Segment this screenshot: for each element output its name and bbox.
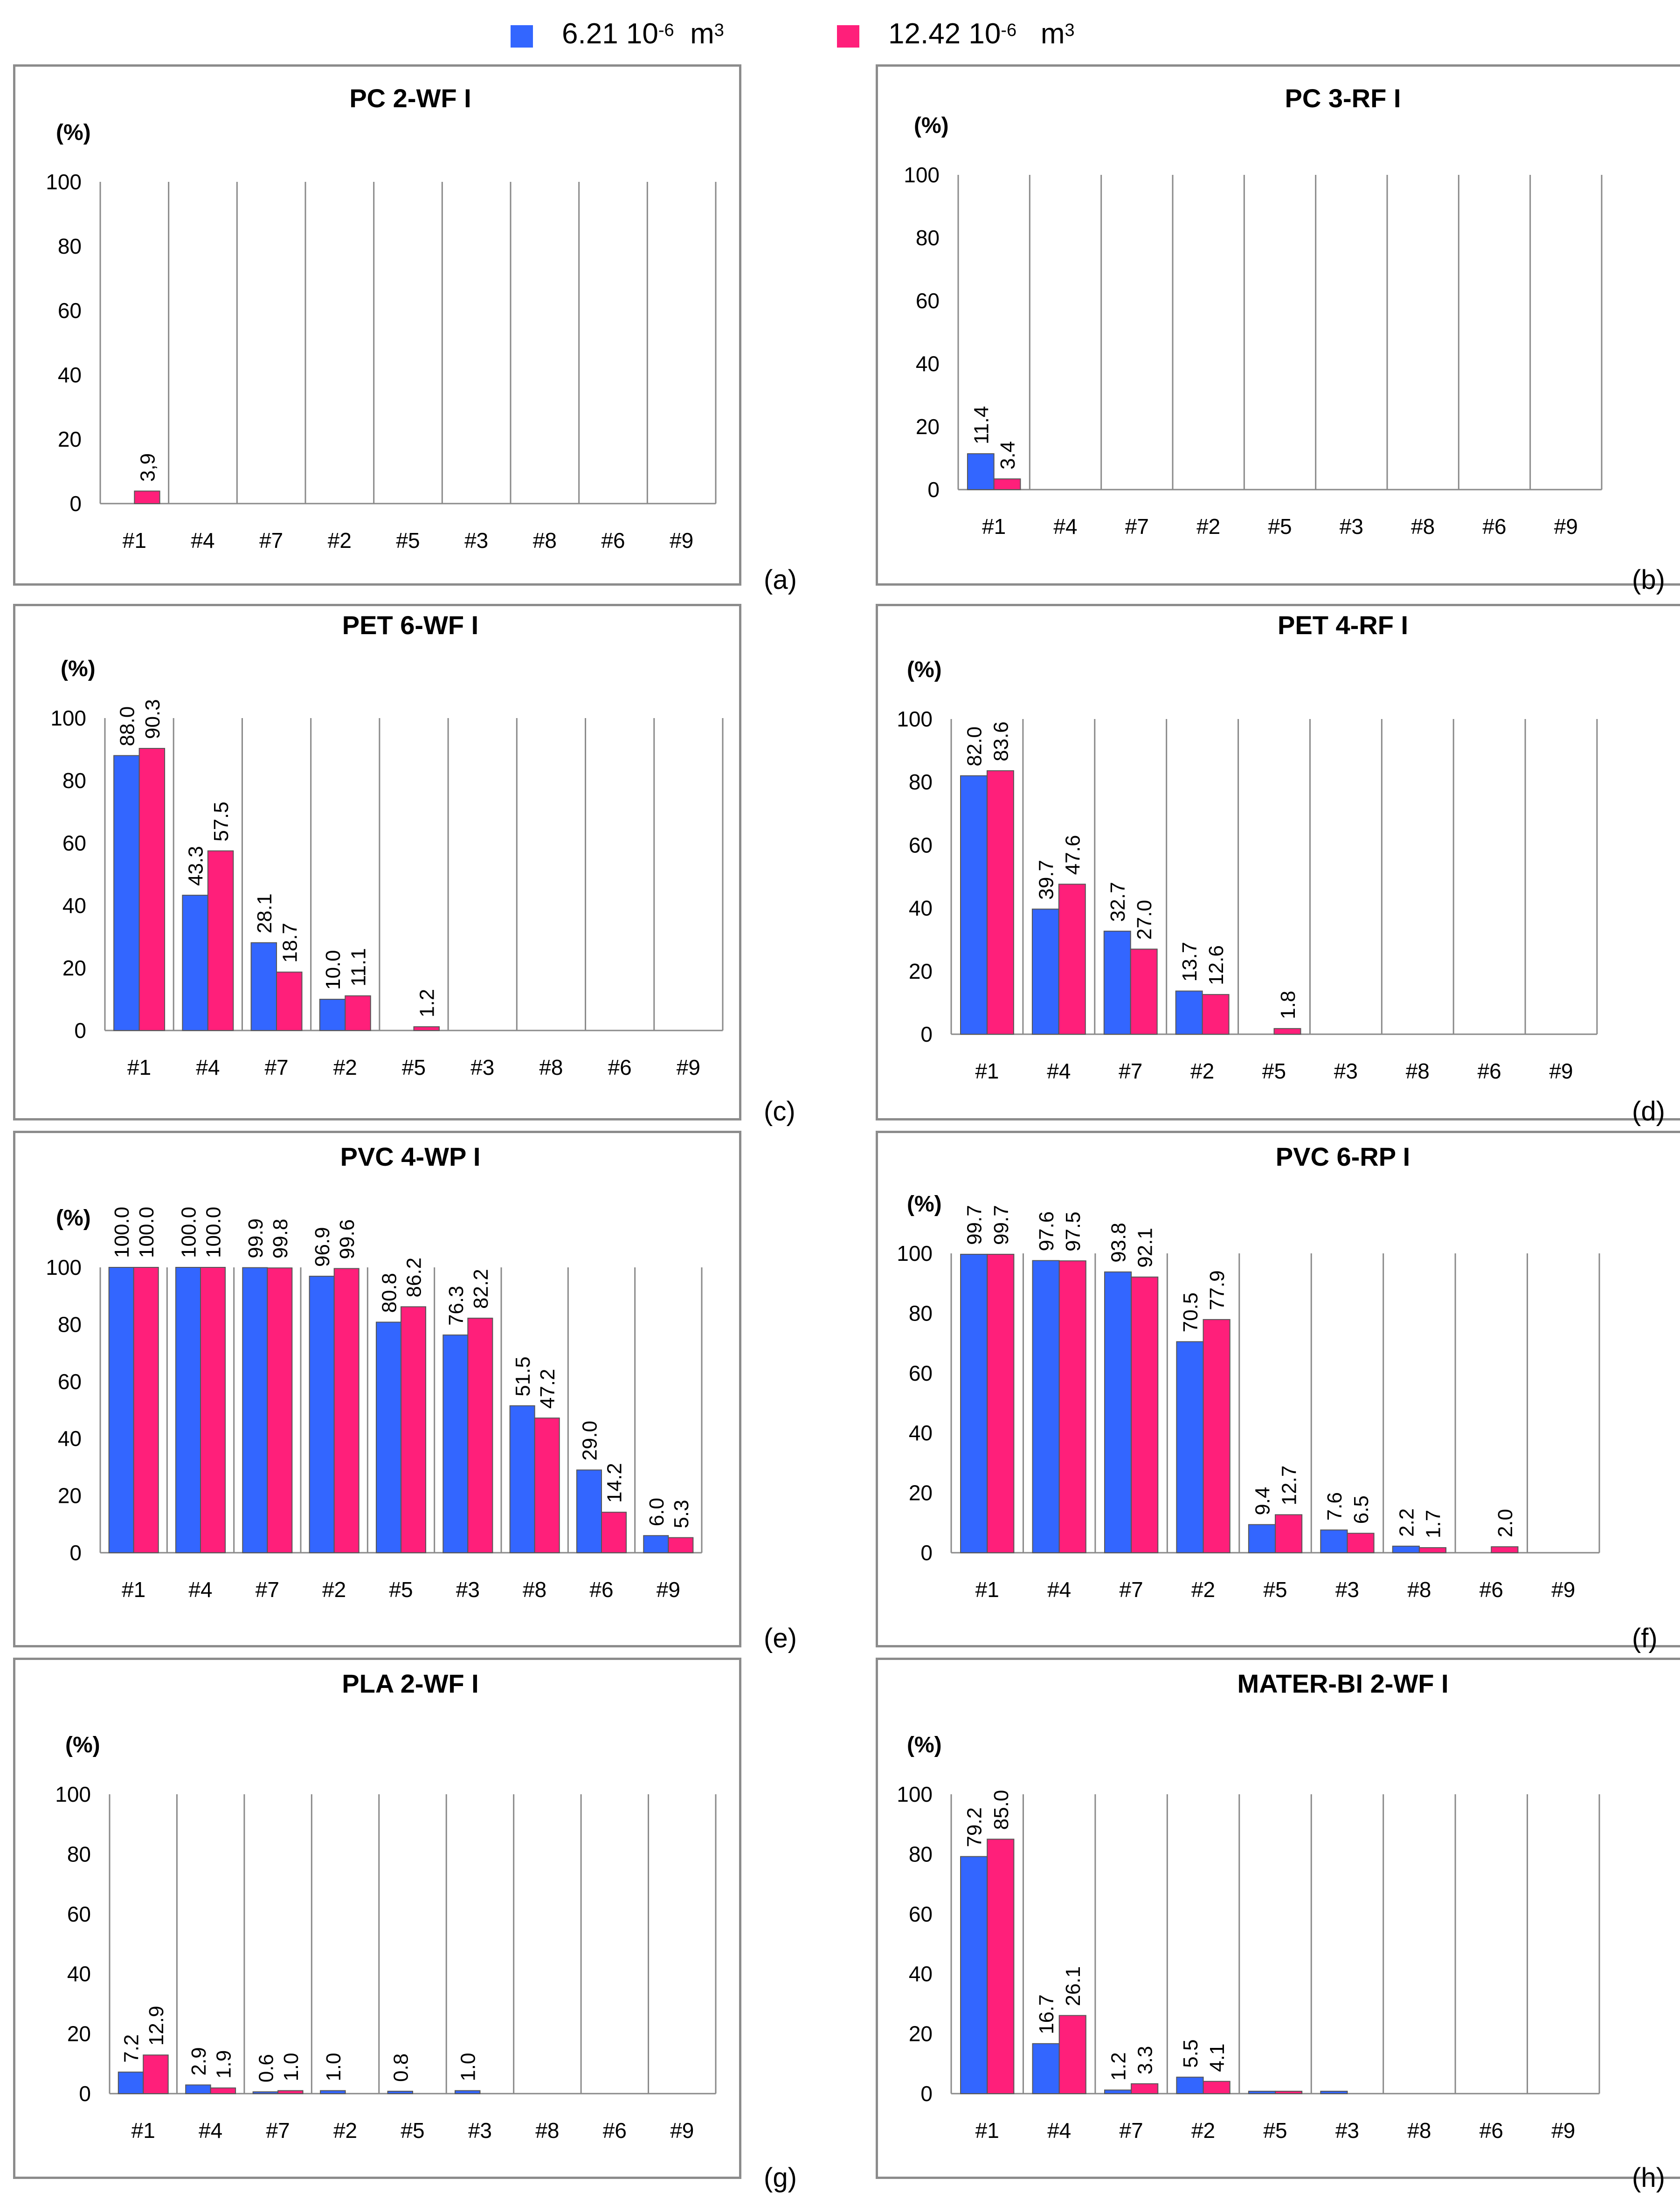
legend-swatch-blue	[511, 25, 533, 48]
panel-c-frame	[13, 604, 741, 1120]
panel-a-frame	[13, 64, 741, 586]
panel-h-frame	[876, 1658, 1680, 2179]
panel-f-frame	[876, 1131, 1680, 1647]
panel-b-frame	[876, 64, 1680, 586]
legend-swatch-pink	[837, 25, 859, 48]
panel-c-panel-label: (c)	[764, 1096, 795, 1127]
panel-a-panel-label: (a)	[764, 565, 797, 595]
panel-e-panel-label: (e)	[764, 1623, 797, 1653]
panel-g-frame	[13, 1658, 741, 2179]
legend: 6.21 10-6 m3 12.42 10-6 m3	[0, 0, 1680, 61]
legend-label-series-1: 6.21 10-6 m3	[562, 18, 724, 50]
panel-g-panel-label: (g)	[764, 2163, 797, 2193]
panel-d-frame	[876, 604, 1680, 1120]
legend-label-series-2: 12.42 10-6 m3	[888, 18, 1075, 50]
panel-e-frame	[13, 1131, 741, 1647]
